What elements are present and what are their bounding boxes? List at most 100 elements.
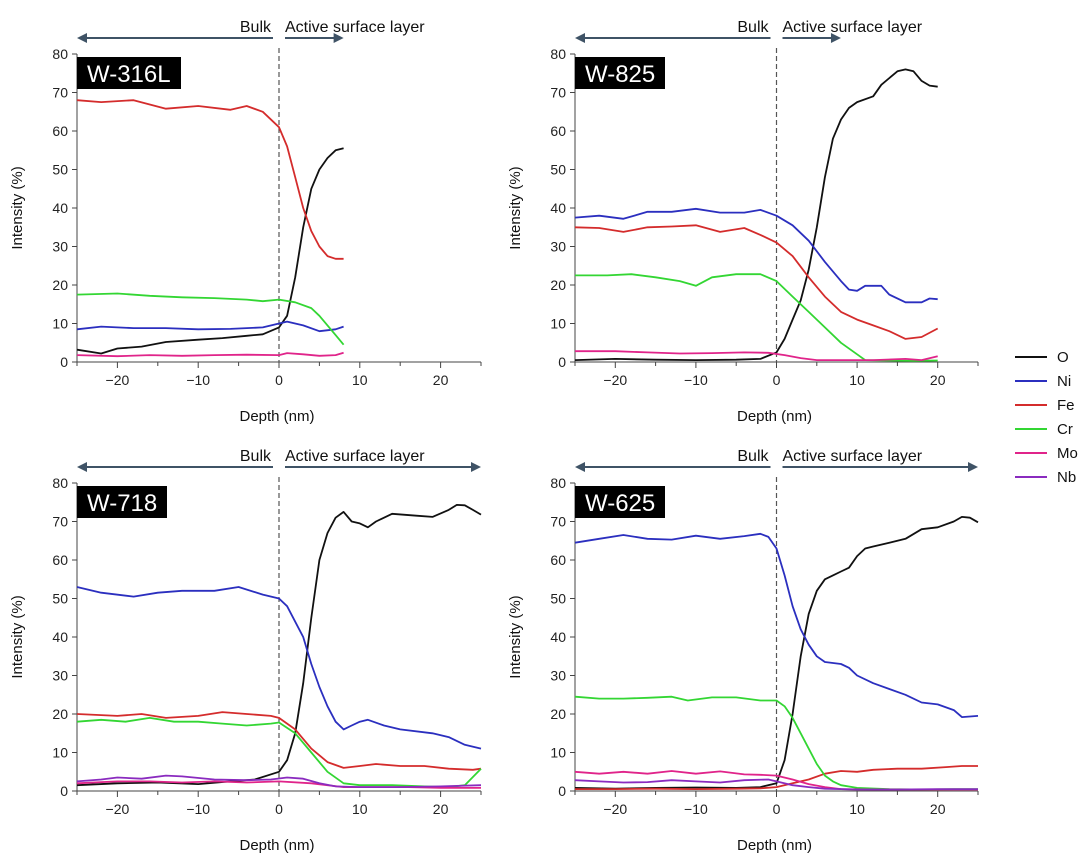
panel-title-text: W-718	[87, 490, 157, 517]
header-arrows: Bulk Active surface layer	[575, 19, 923, 43]
series-line-o	[574, 516, 979, 790]
x-axis-label: Depth (nm)	[239, 408, 314, 425]
x-axis-label: Depth (nm)	[239, 837, 314, 854]
legend-label-o: O	[1057, 349, 1069, 366]
x-axis-label: Depth (nm)	[737, 837, 812, 854]
legend: O Ni Fe Cr Mo Nb	[1015, 349, 1078, 486]
legend-label-mo: Mo	[1057, 445, 1078, 462]
bulk-label: Bulk	[240, 19, 272, 36]
y-tick-label: 20	[52, 277, 68, 293]
y-tick-label: 60	[52, 552, 68, 568]
series-line-ni	[574, 532, 979, 718]
x-tick-label: 0	[275, 801, 283, 817]
x-tick-label: −10	[186, 372, 210, 388]
panel-title-text: W-825	[585, 61, 655, 88]
x-tick-label: −10	[684, 372, 708, 388]
y-tick-label: 80	[52, 46, 68, 62]
y-axis-label: Intensity (%)	[9, 166, 26, 249]
active-surface-label: Active surface layer	[285, 448, 425, 465]
series-line-nb	[574, 778, 978, 791]
x-tick-label: 10	[352, 372, 368, 388]
y-tick-label: 20	[550, 706, 566, 722]
y-tick-label: 0	[558, 354, 566, 370]
bulk-arrowhead-icon	[77, 33, 87, 43]
y-tick-label: 60	[52, 123, 68, 139]
panel-title: W-825	[575, 57, 665, 89]
series-line-ni	[574, 207, 938, 304]
y-tick-label: 0	[60, 354, 68, 370]
bulk-arrowhead-icon	[77, 462, 87, 472]
y-tick-label: 30	[550, 239, 566, 255]
legend-label-ni: Ni	[1057, 373, 1071, 390]
series-line-fe	[76, 99, 344, 260]
active-surface-label: Active surface layer	[285, 19, 425, 36]
y-tick-label: 40	[550, 200, 566, 216]
y-tick-label: 30	[52, 239, 68, 255]
y-tick-label: 40	[52, 629, 68, 645]
x-tick-label: 20	[930, 372, 946, 388]
y-tick-label: 70	[550, 514, 566, 530]
panel-w625: Bulk Active surface layer 0 10 20 30 40 50 60 70 8…	[507, 448, 979, 854]
header-arrows: Bulk Active surface layer	[77, 448, 481, 472]
y-tick-label: 40	[550, 629, 566, 645]
panel-title: W-625	[575, 486, 665, 518]
bulk-label: Bulk	[737, 19, 769, 36]
active-arrowhead-icon	[968, 462, 978, 472]
y-tick-label: 40	[52, 200, 68, 216]
y-tick-label: 10	[52, 745, 68, 761]
y-tick-label: 30	[52, 668, 68, 684]
active-arrowhead-icon	[830, 33, 841, 43]
series-line-fe	[574, 224, 939, 340]
y-tick-label: 50	[550, 162, 566, 178]
series-line-o	[76, 147, 344, 355]
y-tick-label: 70	[52, 514, 68, 530]
x-tick-label: −20	[603, 801, 627, 817]
x-tick-label: −10	[684, 801, 708, 817]
panel-title-background	[575, 486, 665, 518]
x-tick-label: 10	[352, 801, 368, 817]
y-tick-label: 80	[550, 475, 566, 491]
x-tick-label: 10	[849, 372, 865, 388]
y-tick-label: 20	[550, 277, 566, 293]
y-tick-label: 80	[550, 46, 566, 62]
active-arrowhead-icon	[333, 33, 344, 43]
x-tick-label: −20	[603, 372, 627, 388]
y-tick-label: 30	[550, 668, 566, 684]
panel-title-text: W-316L	[87, 61, 171, 88]
series-line-ni	[76, 586, 482, 750]
x-axis-label: Depth (nm)	[737, 408, 812, 425]
y-tick-label: 10	[52, 316, 68, 332]
bulk-label: Bulk	[737, 448, 769, 465]
panel-title-background	[575, 57, 665, 89]
x-tick-label: 0	[275, 372, 283, 388]
series-line-cr	[76, 292, 345, 346]
bulk-arrowhead-icon	[575, 462, 585, 472]
bulk-arrowhead-icon	[575, 33, 585, 43]
panel-title: W-718	[77, 486, 167, 518]
series-line-o	[574, 68, 938, 361]
x-tick-label: 0	[773, 801, 781, 817]
y-tick-label: 60	[550, 123, 566, 139]
panel-w316l: Bulk Active surface layer 0 10 20 30 40 50 60 70 8…	[9, 19, 482, 425]
legend-label-cr: Cr	[1057, 421, 1073, 438]
x-tick-label: −20	[106, 801, 130, 817]
legend-label-fe: Fe	[1057, 397, 1075, 414]
x-tick-label: 20	[930, 801, 946, 817]
y-axis-label: Intensity (%)	[9, 595, 26, 678]
y-axis-label: Intensity (%)	[507, 166, 524, 249]
series-line-fe	[76, 711, 482, 771]
y-tick-label: 80	[52, 475, 68, 491]
series-line-mo	[575, 350, 938, 361]
series-line-fe	[575, 765, 978, 790]
x-tick-label: −10	[186, 801, 210, 817]
series-line-ni	[76, 320, 344, 333]
x-tick-label: −20	[106, 372, 130, 388]
y-tick-label: 10	[550, 316, 566, 332]
panel-title-text: W-625	[585, 490, 655, 517]
y-tick-label: 0	[60, 783, 68, 799]
y-tick-label: 20	[52, 706, 68, 722]
active-arrowhead-icon	[471, 462, 481, 472]
active-surface-label: Active surface layer	[783, 448, 923, 465]
y-axis-label: Intensity (%)	[507, 595, 524, 678]
